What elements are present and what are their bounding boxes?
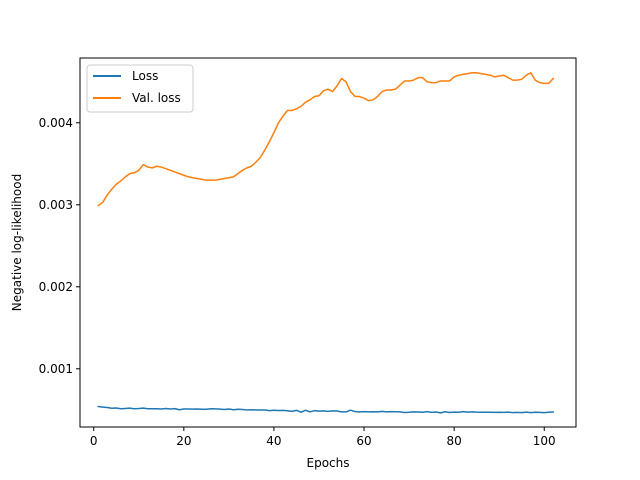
x-axis-ticks: 0 20 40 60 80 100 — [90, 427, 556, 448]
y-axis-label: Negative log-likelihood — [10, 174, 24, 311]
series-line-val-loss — [97, 72, 555, 207]
legend-label-val-loss: Val. loss — [132, 91, 181, 105]
y-tick-label: 0.003 — [39, 198, 73, 212]
series-layer — [97, 72, 555, 414]
x-tick-label: 60 — [356, 434, 371, 448]
plot-frame — [79, 57, 577, 428]
y-tick-label: 0.002 — [39, 280, 73, 294]
legend-label-loss: Loss — [132, 69, 158, 83]
series-line-loss — [97, 405, 555, 414]
x-axis-label: Epochs — [307, 456, 350, 470]
y-tick-label: 0.004 — [39, 116, 73, 130]
y-axis-ticks: 0.001 0.002 0.003 0.004 — [39, 116, 80, 376]
x-tick-label: 100 — [533, 434, 556, 448]
x-tick-label: 20 — [176, 434, 191, 448]
plot-area — [80, 58, 576, 427]
y-tick-label: 0.001 — [39, 362, 73, 376]
x-tick-label: 0 — [90, 434, 98, 448]
x-tick-label: 40 — [266, 434, 281, 448]
x-tick-label: 80 — [446, 434, 461, 448]
legend: Loss Val. loss — [86, 64, 194, 113]
